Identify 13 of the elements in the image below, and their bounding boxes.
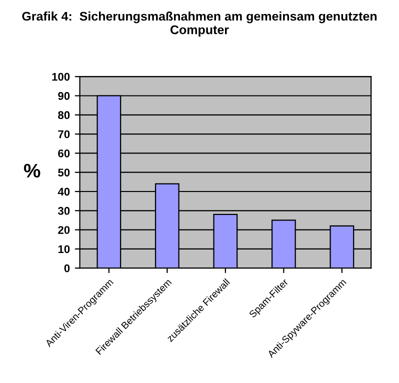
y-tick-label: 90 [58, 92, 70, 100]
y-tick-label: 20 [58, 226, 70, 234]
y-tick-label: 50 [58, 168, 70, 176]
y-tick-label: 0 [64, 264, 70, 272]
y-tick-label: 80 [58, 111, 70, 120]
chart-title: Grafik 4: Sicherungsmaßnahmen am gemeinsam genutzten Computer [22, 11, 377, 37]
y-tick-label: 100 [52, 72, 70, 81]
y-axis-title: % [24, 164, 40, 178]
y-tick-label: 10 [58, 245, 70, 254]
y-tick-label: 30 [58, 206, 70, 215]
y-tick-label: 70 [58, 130, 70, 138]
y-tick-label: 40 [58, 188, 70, 196]
y-tick-label: 60 [58, 149, 70, 158]
